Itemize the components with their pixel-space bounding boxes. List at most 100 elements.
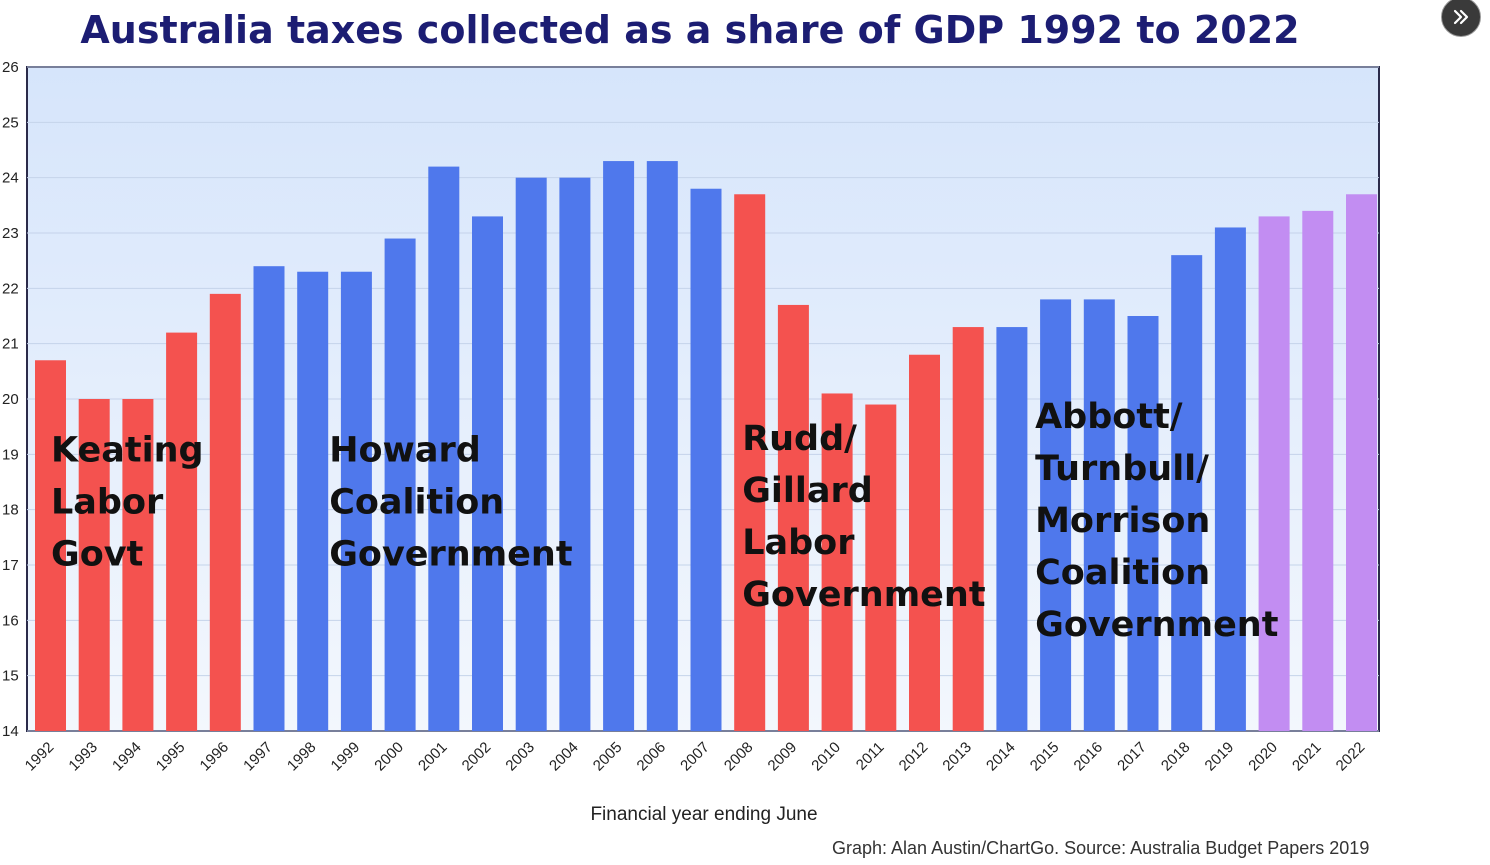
x-tick-label: 2014 xyxy=(983,739,1019,775)
x-tick-label: 2009 xyxy=(765,739,801,775)
bar-2013 xyxy=(952,327,984,731)
bar-2022 xyxy=(1346,194,1377,731)
double-chevron-right-icon xyxy=(1453,9,1469,25)
x-tick-label: 2003 xyxy=(502,739,538,775)
bar-2014 xyxy=(996,327,1028,731)
bar-2008 xyxy=(734,194,766,731)
gov-label-line: Morrison xyxy=(1035,501,1210,541)
x-axis-label: Financial year ending June xyxy=(590,804,817,825)
y-tick-label: 18 xyxy=(2,502,19,519)
x-tick-label: 1993 xyxy=(65,739,101,775)
x-tick-label: 2005 xyxy=(590,739,626,775)
x-tick-label: 2011 xyxy=(853,739,888,774)
bar-2003 xyxy=(515,177,547,731)
bar-2009 xyxy=(777,304,809,731)
x-tick-label: 1998 xyxy=(284,739,320,775)
bar-2002 xyxy=(472,216,503,731)
x-tick-label: 2012 xyxy=(896,739,932,775)
source-note: Graph: Alan Austin/ChartGo. Source: Aust… xyxy=(832,838,1370,858)
bar-2006 xyxy=(646,161,678,732)
x-tick-label: 1995 xyxy=(153,739,189,775)
y-tick-label: 22 xyxy=(2,280,19,297)
x-tick-label: 2017 xyxy=(1114,739,1150,775)
y-tick-label: 19 xyxy=(2,446,19,463)
x-tick-label: 2006 xyxy=(634,739,670,775)
bar-2005 xyxy=(603,161,635,732)
x-tick-label: 2004 xyxy=(546,739,582,775)
bar-1997 xyxy=(253,266,285,731)
gov-label-howard: Howard Coalition Government xyxy=(329,430,572,574)
y-tick-label: 24 xyxy=(2,170,19,187)
gov-label-line: Howard xyxy=(329,430,481,470)
bar-2021 xyxy=(1302,210,1334,731)
bar-1992 xyxy=(35,360,66,731)
x-tick-label: 2015 xyxy=(1027,739,1063,775)
gov-label-line: Gillard xyxy=(742,471,873,511)
x-tick-label: 2000 xyxy=(371,739,407,775)
gov-label-keating: Keating Labor Govt xyxy=(51,430,204,574)
x-tick-label: 2021 xyxy=(1289,739,1325,775)
x-tick-label: 1992 xyxy=(22,739,58,775)
bar-1994 xyxy=(122,399,154,731)
bar-2019 xyxy=(1214,227,1246,731)
bar-2017 xyxy=(1127,316,1159,731)
bar-1995 xyxy=(166,332,198,731)
x-tick-label: 2022 xyxy=(1333,739,1369,775)
bar-2000 xyxy=(384,238,416,732)
gov-label-line: Government xyxy=(329,534,572,574)
bar-2004 xyxy=(559,177,591,731)
gov-label-line: Labor xyxy=(742,523,855,563)
y-tick-label: 23 xyxy=(2,225,19,242)
gov-label-line: Coalition xyxy=(329,482,504,522)
x-axis-ticks: 1992 1993 1994 1995 1996 1997 1998 1999 2000 2001… xyxy=(22,739,1369,775)
x-tick-label: 2001 xyxy=(415,739,451,775)
bar-2012 xyxy=(909,354,940,731)
y-axis-ticks: 14 15 16 17 18 19 20 21 22 23 24 25 26 xyxy=(2,59,19,740)
gov-label-line: Keating xyxy=(51,430,204,470)
x-tick-label: 2020 xyxy=(1245,739,1281,775)
x-tick-label: 1994 xyxy=(109,739,145,775)
x-tick-label: 1997 xyxy=(240,739,276,775)
bar-2001 xyxy=(428,166,460,732)
y-tick-label: 20 xyxy=(2,391,19,408)
gov-label-line: Coalition xyxy=(1035,553,1210,593)
y-tick-label: 17 xyxy=(2,557,19,574)
bar-1993 xyxy=(78,399,110,731)
bar-2011 xyxy=(865,404,897,731)
gov-label-rudd-gillard: Rudd/Gillard Labor Government xyxy=(742,419,985,615)
y-tick-label: 15 xyxy=(2,668,19,685)
next-button[interactable] xyxy=(1441,0,1481,37)
chart-title: Australia taxes collected as a share of … xyxy=(80,8,1300,52)
y-tick-label: 14 xyxy=(2,723,19,740)
x-tick-label: 2010 xyxy=(808,739,844,775)
bar-1998 xyxy=(297,271,329,731)
x-tick-label: 1996 xyxy=(197,739,233,775)
bar-2010 xyxy=(821,393,853,731)
gov-label-abbott-turnbull-morrison: Abbott/Turnbull/Morrison Coalition Governm… xyxy=(1035,397,1278,645)
bar-1996 xyxy=(209,293,241,731)
gov-label-line: Labor xyxy=(51,482,164,522)
gov-label-line: Turnbull/ xyxy=(1035,449,1209,489)
x-tick-label: 2007 xyxy=(677,739,713,775)
x-tick-label: 2019 xyxy=(1202,739,1238,775)
bar-1999 xyxy=(340,271,372,731)
bar-2007 xyxy=(690,188,722,731)
bar-2015 xyxy=(1040,299,1072,731)
bar-2018 xyxy=(1171,255,1203,731)
x-tick-label: 1999 xyxy=(328,739,364,775)
y-tick-label: 26 xyxy=(2,59,19,76)
x-tick-label: 2002 xyxy=(459,739,495,775)
gov-label-line: Rudd/ xyxy=(742,419,857,459)
y-tick-label: 16 xyxy=(2,612,19,629)
gov-label-line: Abbott/ xyxy=(1035,397,1183,437)
gov-label-line: Government xyxy=(742,575,985,615)
bar-2016 xyxy=(1083,299,1115,731)
x-tick-label: 2016 xyxy=(1071,739,1107,775)
bar-2020 xyxy=(1258,216,1290,731)
government-labels: Keating Labor Govt Howard Coalition Governmen… xyxy=(51,397,1278,645)
x-tick-label: 2018 xyxy=(1158,739,1194,775)
bars xyxy=(35,161,1377,732)
x-tick-label: 2008 xyxy=(721,739,757,775)
